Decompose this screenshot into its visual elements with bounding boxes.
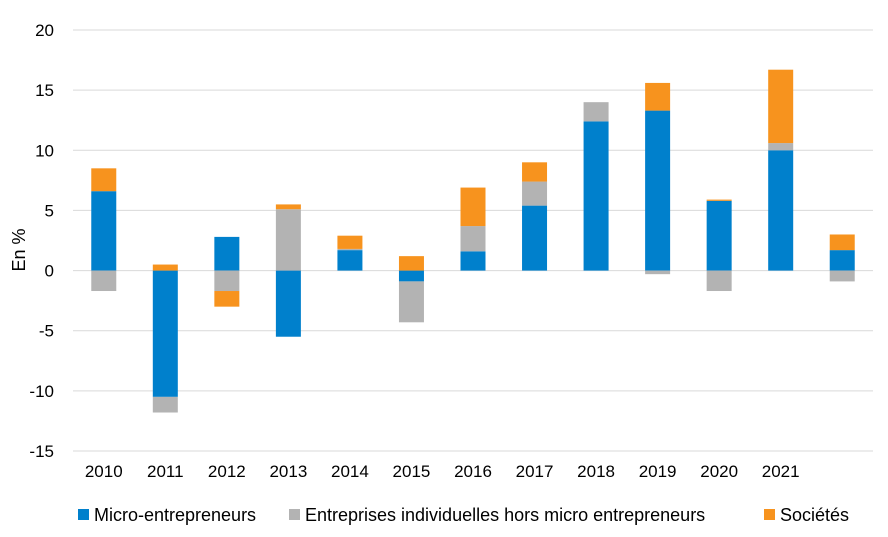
y-tick-label: 10: [35, 141, 54, 160]
bar-series0-2017: [522, 205, 548, 271]
y-tick-label: -5: [39, 322, 54, 341]
bar-series1-2021: [768, 143, 794, 151]
bar-series1-2020: [706, 270, 732, 292]
bar-series2-2020: [706, 199, 732, 201]
bar-series2-2021: [768, 69, 794, 144]
x-tick-label: 2013: [269, 462, 307, 481]
y-tick-label: -15: [29, 442, 54, 461]
bar-series0-2020: [706, 200, 732, 271]
bar-series0-2015: [398, 270, 424, 282]
bar-series1-2012: [214, 270, 240, 292]
bar-series0-2018: [583, 121, 609, 271]
bar-series2-2012: [214, 291, 240, 307]
y-tick-label: 20: [35, 21, 54, 40]
bar-series0-extra: [829, 250, 855, 271]
bar-series0-2013: [275, 270, 301, 337]
bar-series1-2010: [91, 270, 117, 292]
x-tick-label: 2010: [85, 462, 123, 481]
bar-series0-2011: [152, 270, 178, 397]
bar-series1-extra: [829, 270, 855, 282]
bar-series0-2010: [91, 191, 117, 271]
x-tick-label: 2016: [454, 462, 492, 481]
bar-series2-2019: [645, 82, 671, 111]
x-tick-label: 2021: [762, 462, 800, 481]
legend-swatch-micro-entrepreneurs: [78, 509, 89, 520]
bar-series1-2013: [275, 209, 301, 271]
legend-label-micro-entrepreneurs: Micro-entrepreneurs: [94, 505, 256, 525]
bar-series1-2018: [583, 102, 609, 122]
bar-series1-2015: [398, 281, 424, 323]
bar-series1-2011: [152, 396, 178, 413]
y-tick-label: 0: [45, 262, 54, 281]
x-axis-ticks: 2010 2011 2012 2013 2014 2015 2016 2017 2018 2019…: [85, 462, 800, 481]
bar-series2-2015: [398, 256, 424, 271]
x-tick-label: 2014: [331, 462, 369, 481]
y-axis-title: En %: [9, 228, 29, 271]
bar-series1-2019: [645, 270, 671, 275]
x-tick-label: 2020: [700, 462, 738, 481]
bar-series2-2017: [522, 162, 548, 182]
bar-series1-2014: [337, 248, 363, 251]
x-tick-label: 2015: [393, 462, 431, 481]
legend-label-societes: Sociétés: [780, 505, 849, 525]
y-axis-ticks: -15 -10 -5 0 5 10 15 20: [29, 21, 54, 461]
x-tick-label: 2019: [639, 462, 677, 481]
bar-series2-2016: [460, 187, 486, 227]
y-tick-label: 15: [35, 81, 54, 100]
legend: Micro-entrepreneurs Entreprises individu…: [78, 505, 849, 525]
bar-series2-2010: [91, 168, 117, 192]
bar-series2-2013: [275, 204, 301, 210]
bar-series0-2019: [645, 110, 671, 271]
bar-series0-2014: [337, 250, 363, 271]
x-tick-label: 2018: [577, 462, 615, 481]
bar-series2-2014: [337, 235, 363, 249]
bars: [91, 69, 855, 413]
legend-label-entreprises-individuelles: Entreprises individuelles hors micro ent…: [305, 505, 705, 525]
y-tick-label: 5: [45, 201, 54, 220]
bar-series1-2016: [460, 226, 486, 252]
x-tick-label: 2011: [147, 462, 184, 481]
bar-series1-2017: [522, 181, 548, 206]
x-tick-label: 2012: [208, 462, 246, 481]
bar-series0-2016: [460, 251, 486, 271]
bar-series2-2011: [152, 264, 178, 271]
x-tick-label: 2017: [516, 462, 554, 481]
y-tick-label: -10: [29, 382, 54, 401]
bar-series0-2012: [214, 236, 240, 271]
legend-swatch-entreprises-individuelles: [289, 509, 300, 520]
legend-swatch-societes: [764, 509, 775, 520]
bar-series2-extra: [829, 234, 855, 251]
bar-series0-2021: [768, 150, 794, 271]
